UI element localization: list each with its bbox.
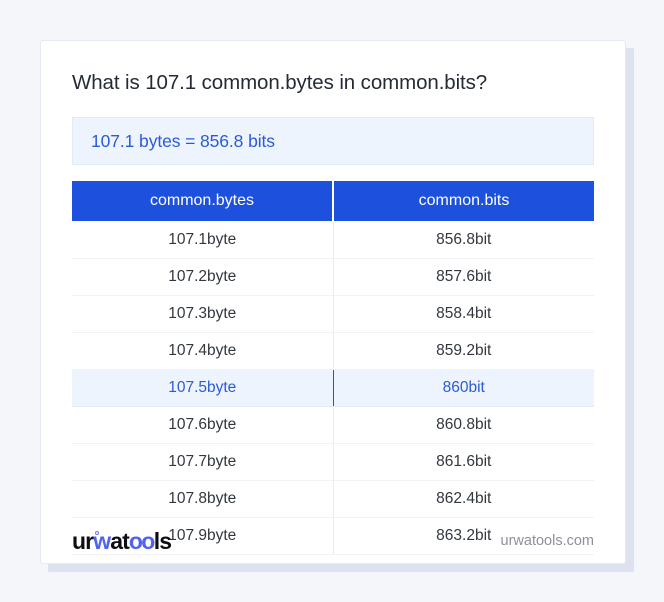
answer-text: 107.1 bytes = 856.8 bits: [91, 131, 275, 151]
cell-bytes: 107.3byte: [72, 295, 334, 333]
site-url-label: urwatools.com: [500, 533, 594, 549]
logo-part-ur: ur: [72, 527, 94, 554]
table-row: 107.6byte 860.8bit: [72, 406, 594, 444]
cell-bytes: 107.4byte: [72, 332, 334, 370]
cell-bits: 857.6bit: [333, 258, 594, 296]
cell-bits: 856.8bit: [333, 221, 594, 259]
converter-card: What is 107.1 common.bytes in common.bit…: [40, 40, 626, 564]
cell-bits: 859.2bit: [333, 332, 594, 370]
table-row: 107.1byte 856.8bit: [72, 221, 594, 259]
cell-bytes: 107.2byte: [72, 258, 334, 296]
cell-bits: 860.8bit: [333, 406, 594, 444]
conversion-table: common.bytes common.bits 107.1byte 856.8b…: [72, 181, 594, 555]
table-row: 107.4byte 859.2bit: [72, 332, 594, 370]
page-title: What is 107.1 common.bytes in common.bit…: [72, 71, 488, 94]
table-row: 107.9byte 863.2bit: [72, 517, 594, 555]
cell-bytes: 107.8byte: [72, 480, 334, 518]
column-header-bytes[interactable]: common.bytes: [72, 181, 334, 222]
cell-bits: 861.6bit: [333, 443, 594, 481]
cell-bytes: 107.5byte: [72, 369, 334, 407]
table-row: 107.2byte 857.6bit: [72, 258, 594, 296]
logo-part-oo: oo: [128, 527, 156, 554]
logo-part-w: w: [93, 527, 111, 554]
column-header-bits[interactable]: common.bits: [333, 181, 594, 222]
table-head: common.bytes common.bits: [72, 181, 594, 222]
card-content: What is 107.1 common.bytes in common.bit…: [41, 41, 625, 555]
urwatools-logo[interactable]: ur w at oo ls: [72, 527, 172, 554]
cell-bits: 862.4bit: [333, 480, 594, 518]
table-body: 107.1byte 856.8bit 107.2byte 857.6bit 107.3b…: [72, 221, 594, 555]
cell-bytes: 107.6byte: [72, 406, 334, 444]
logo-part-at: at: [110, 527, 130, 554]
answer-box: 107.1 bytes = 856.8 bits: [72, 117, 594, 165]
card-footer: ur w at oo ls urwatools.com: [72, 519, 594, 563]
cell-bytes: 107.9byte: [72, 517, 334, 555]
cell-bits: 860bit: [333, 369, 594, 407]
cell-bytes: 107.1byte: [72, 221, 334, 259]
table-row: 107.7byte 861.6bit: [72, 443, 594, 481]
cell-bytes: 107.7byte: [72, 443, 334, 481]
table-row: 107.3byte 858.4bit: [72, 295, 594, 333]
cell-bits: 863.2bit: [333, 517, 594, 555]
logo-part-ls: ls: [153, 527, 172, 554]
cell-bits: 858.4bit: [333, 295, 594, 333]
table-row: 107.5byte 860bit: [72, 369, 594, 407]
table-row: 107.8byte 862.4bit: [72, 480, 594, 518]
logo-dot-icon: [95, 530, 99, 535]
table-header-row: common.bytes common.bits: [72, 181, 594, 222]
